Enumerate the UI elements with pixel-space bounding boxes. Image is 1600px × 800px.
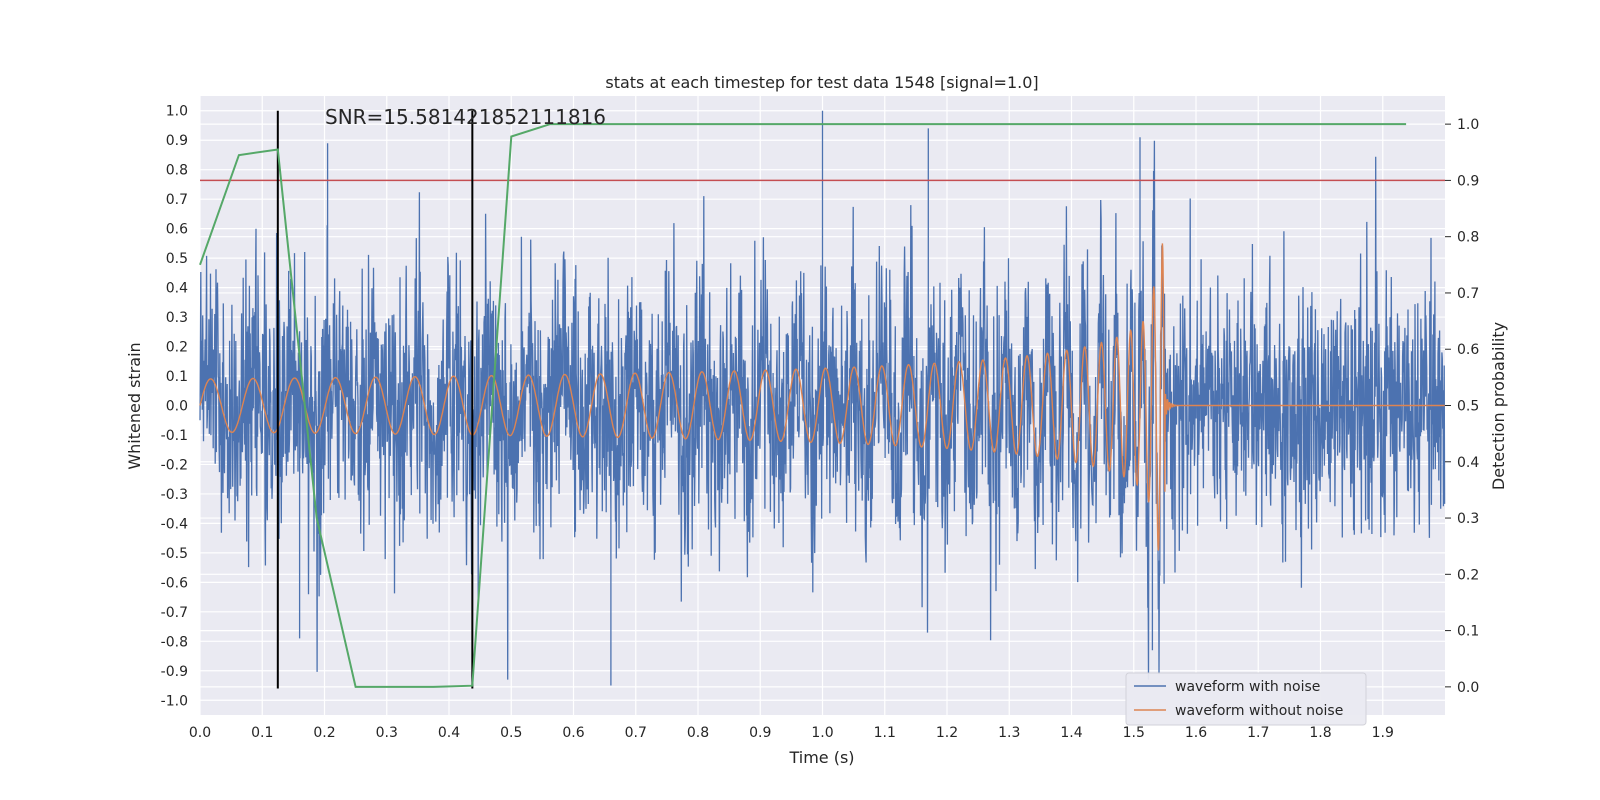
x-axis-label: Time (s) bbox=[788, 748, 854, 767]
legend: waveform with noise waveform without noi… bbox=[1125, 672, 1367, 726]
y-right-tick-label: 0.4 bbox=[1457, 455, 1479, 471]
series-waveform-without-noise bbox=[199, 243, 1445, 551]
y-tick-label: 1.0 bbox=[166, 104, 188, 120]
y-tick-label: -0.8 bbox=[161, 634, 188, 650]
y-right-tick-label: 1.0 bbox=[1457, 117, 1479, 133]
x-tick-label: 1.7 bbox=[1247, 725, 1269, 741]
y-tick-label: 0.1 bbox=[166, 369, 188, 385]
x-tick-label: 1.4 bbox=[1060, 725, 1082, 741]
x-tick-label: 0.7 bbox=[625, 725, 647, 741]
y-tick-label: 0.4 bbox=[166, 281, 188, 297]
legend-label-noise: waveform with noise bbox=[1175, 679, 1320, 695]
y-tick-label: -0.2 bbox=[161, 457, 188, 473]
series-waveform-with-noise bbox=[199, 110, 1446, 686]
y-tick-label: -0.3 bbox=[161, 487, 188, 503]
y-tick-labels: 1.0 0.9 0.8 0.7 0.6 0.5 0.4 0.3 0.2 0.1 0.0 -0.1 -0.… bbox=[161, 104, 188, 710]
y-right-tick-label: 0.7 bbox=[1457, 286, 1479, 302]
y-tick-label: -0.1 bbox=[161, 428, 188, 444]
overlay-lines bbox=[199, 110, 1445, 689]
y-tick-label: 0.2 bbox=[166, 340, 188, 356]
x-tick-labels: 0.0 0.1 0.2 0.3 0.4 0.5 0.6 0.7 0.8 0.9 1.0 1.1 1.2 1… bbox=[189, 725, 1394, 741]
y-tick-label: 0.0 bbox=[166, 399, 188, 415]
y-tick-label: -1.0 bbox=[161, 693, 188, 709]
legend-box bbox=[1125, 672, 1367, 726]
detection-probability-line bbox=[199, 123, 1407, 688]
x-tick-label: 1.9 bbox=[1372, 725, 1394, 741]
x-tick-label: 0.2 bbox=[313, 725, 335, 741]
y-right-axis-label: Detection probability bbox=[1489, 322, 1508, 490]
x-tick-label: 1.3 bbox=[998, 725, 1020, 741]
y-right-tick-label: 0.6 bbox=[1457, 342, 1479, 358]
y-right-tick-label: 0.1 bbox=[1457, 624, 1479, 640]
y-tick-label: 0.3 bbox=[166, 310, 188, 326]
x-tick-label: 1.1 bbox=[874, 725, 896, 741]
snr-annotation: SNR=15.581421852111816 bbox=[325, 105, 606, 129]
x-tick-label: 0.1 bbox=[251, 725, 273, 741]
y-tick-label: -0.5 bbox=[161, 546, 188, 562]
y-right-tick-label: 0.3 bbox=[1457, 511, 1479, 527]
y-tick-label: 0.5 bbox=[166, 251, 188, 267]
x-tick-label: 0.6 bbox=[562, 725, 584, 741]
y-right-tick-label: 0.2 bbox=[1457, 567, 1479, 583]
clean-waveform-line bbox=[199, 243, 1445, 551]
x-tick-label: 0.0 bbox=[189, 725, 211, 741]
x-tick-label: 0.5 bbox=[500, 725, 522, 741]
chart-title: stats at each timestep for test data 154… bbox=[605, 73, 1038, 92]
y-tick-label: -0.4 bbox=[161, 516, 188, 532]
noise-waveform-line bbox=[199, 110, 1446, 686]
x-tick-label: 1.8 bbox=[1309, 725, 1331, 741]
y-tick-label: -0.9 bbox=[161, 664, 188, 680]
y-axis-label: Whitened strain bbox=[125, 342, 144, 469]
x-tick-label: 0.4 bbox=[438, 725, 460, 741]
y-tick-label: 0.6 bbox=[166, 222, 188, 238]
y-right-tick-labels: 1.0 0.9 0.8 0.7 0.6 0.5 0.4 0.3 0.2 0.1 0.0 bbox=[1445, 117, 1479, 696]
y-right-tick-label: 0.0 bbox=[1457, 680, 1479, 696]
y-tick-label: -0.7 bbox=[161, 605, 188, 621]
x-tick-label: 1.5 bbox=[1123, 725, 1145, 741]
y-right-tick-label: 0.5 bbox=[1457, 399, 1479, 415]
y-right-tick-label: 0.8 bbox=[1457, 230, 1479, 246]
x-tick-label: 0.8 bbox=[687, 725, 709, 741]
y-tick-label: -0.6 bbox=[161, 575, 188, 591]
x-tick-label: 1.0 bbox=[811, 725, 833, 741]
y-right-tick-label: 0.9 bbox=[1457, 173, 1479, 189]
legend-label-clean: waveform without noise bbox=[1175, 703, 1343, 719]
y-tick-label: 0.8 bbox=[166, 163, 188, 179]
x-tick-label: 0.3 bbox=[376, 725, 398, 741]
x-tick-label: 0.9 bbox=[749, 725, 771, 741]
y-tick-label: 0.9 bbox=[166, 133, 188, 149]
x-tick-label: 1.2 bbox=[936, 725, 958, 741]
x-tick-label: 1.6 bbox=[1185, 725, 1207, 741]
y-tick-label: 0.7 bbox=[166, 192, 188, 208]
